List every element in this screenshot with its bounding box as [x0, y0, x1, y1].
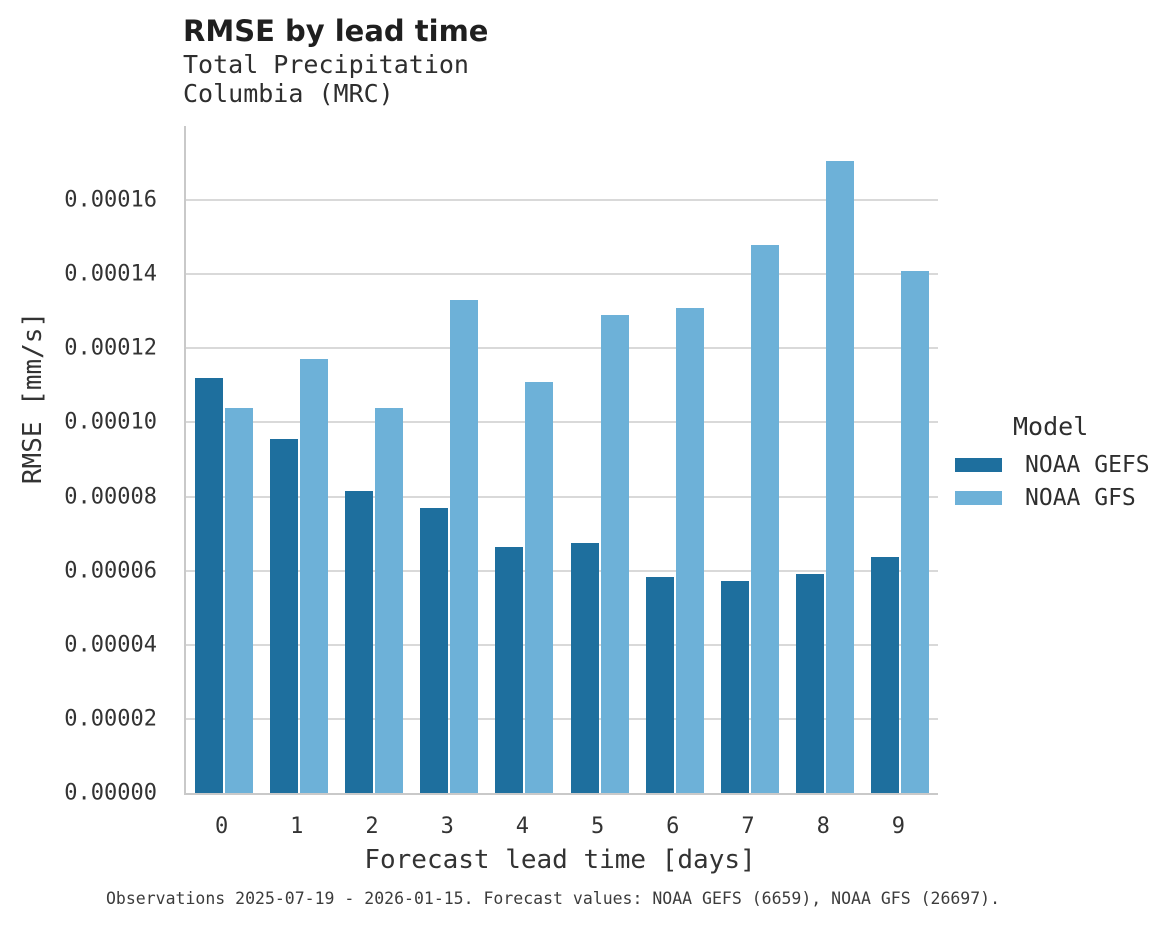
x-tick-label: 7	[741, 814, 755, 839]
bar-noaa-gfs-lead-2	[375, 407, 403, 793]
subtitle-line-1: Total Precipitation	[183, 50, 469, 79]
x-tick-label: 3	[440, 814, 454, 839]
legend-entry-noaa-gfs: NOAA GFS	[955, 483, 1170, 513]
bar-noaa-gfs-lead-1	[299, 359, 328, 793]
y-tick-label: 0.00008	[64, 484, 157, 510]
gridline	[186, 643, 938, 646]
x-tick-label: 5	[590, 814, 605, 839]
bar-noaa-gefs-lead-8	[796, 573, 825, 793]
y-tick-label: 0.00012	[64, 335, 157, 361]
bar-noaa-gefs-lead-9	[871, 556, 900, 793]
bar-noaa-gfs-lead-8	[826, 161, 855, 793]
bar-noaa-gefs-lead-6	[645, 576, 674, 793]
bar-noaa-gefs-lead-4	[495, 547, 524, 793]
bar-noaa-gfs-lead-3	[450, 300, 479, 793]
plot-area	[184, 126, 938, 795]
caption-text: Observations 2025-07-19 - 2026-01-15. Fo…	[106, 889, 1001, 908]
x-tick-label: 4	[515, 814, 530, 839]
gridline	[186, 421, 938, 424]
x-tick-label: 6	[666, 814, 680, 839]
x-tick-label: 9	[891, 814, 906, 839]
legend-title: Model	[1013, 412, 1089, 441]
y-tick-labels: 0.00000 0.00002 0.00004 0.00006 0.00008 0.000…	[0, 0, 157, 928]
x-tick-label: 0	[214, 814, 229, 839]
bar-noaa-gefs-lead-2	[345, 491, 373, 793]
legend-swatch-noaa-gfs	[955, 491, 1002, 505]
gridline	[186, 495, 938, 498]
y-tick-label: 0.00004	[64, 632, 157, 658]
legend-label-noaa-gfs: NOAA GFS	[1025, 485, 1136, 511]
bar-noaa-gfs-lead-4	[525, 381, 554, 793]
x-axis-title: Forecast lead time [days]	[364, 845, 756, 875]
bar-noaa-gefs-lead-0	[194, 377, 223, 793]
gridline	[186, 199, 938, 202]
legend-label-noaa-gefs: NOAA GEFS	[1025, 452, 1150, 478]
y-tick-label: 0.00016	[64, 187, 157, 213]
gridline	[186, 717, 938, 720]
bar-noaa-gfs-lead-5	[600, 314, 629, 793]
legend-entry-noaa-gefs: NOAA GEFS	[955, 450, 1170, 480]
bar-noaa-gefs-lead-5	[570, 542, 599, 793]
legend: Model NOAA GEFS NOAA GFS	[955, 412, 1170, 516]
bar-noaa-gefs-lead-1	[269, 439, 298, 793]
gridline	[186, 347, 938, 350]
gridline	[186, 273, 938, 276]
bar-noaa-gfs-lead-9	[901, 270, 930, 793]
chart-title: RMSE by lead time	[183, 14, 489, 48]
legend-swatch-noaa-gefs	[955, 458, 1002, 472]
subtitle-line-2: Columbia (MRC)	[183, 79, 394, 108]
y-tick-label: 0.00002	[64, 706, 157, 732]
y-tick-label: 0.00000	[64, 780, 157, 806]
x-tick-label: 8	[816, 814, 830, 839]
bar-noaa-gfs-lead-6	[675, 307, 704, 793]
bar-noaa-gfs-lead-7	[751, 244, 779, 793]
gridline	[186, 569, 938, 572]
y-tick-label: 0.00010	[64, 409, 157, 435]
bar-noaa-gefs-lead-7	[721, 581, 749, 793]
bar-noaa-gfs-lead-0	[224, 407, 253, 793]
x-tick-label: 2	[365, 814, 379, 839]
y-tick-label: 0.00014	[64, 261, 157, 287]
y-tick-label: 0.00006	[64, 558, 157, 584]
chart-subtitle: Total Precipitation Columbia (MRC)	[183, 50, 469, 108]
x-tick-label: 1	[290, 814, 304, 839]
bar-noaa-gefs-lead-3	[420, 507, 449, 793]
